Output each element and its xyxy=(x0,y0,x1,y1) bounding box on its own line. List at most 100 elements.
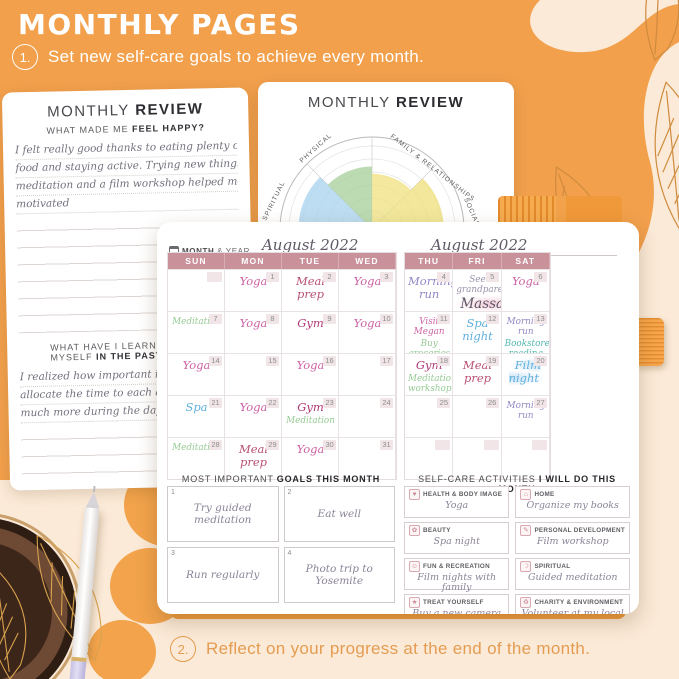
calendar-entry: Buy groceries xyxy=(408,339,450,353)
calendar-cell: 28 Meditation xyxy=(168,437,225,479)
calendar-cell xyxy=(501,437,550,479)
calendar-cell: 4 Morning run xyxy=(405,269,454,311)
goal-box: 3 Run regularly xyxy=(167,547,279,603)
calendar-cell xyxy=(168,269,225,311)
date-number: 12 xyxy=(485,314,499,324)
wheel-axis-label: SPIRITUAL xyxy=(262,180,287,222)
calendar-cell: 2 Meal prep xyxy=(282,269,339,311)
step-2-number: 2. xyxy=(170,636,196,662)
date-number xyxy=(207,272,222,282)
calendar-cell: 7 Meditation xyxy=(168,311,225,353)
selfcare-label-row: ♥ HEALTH & BODY IMAGE xyxy=(409,489,504,500)
date-number: 24 xyxy=(380,398,393,408)
calendar-entry: Meditation xyxy=(172,443,221,453)
calendar-cell: 6 Yoga xyxy=(501,269,550,311)
calendar-cell: 3 Yoga xyxy=(339,269,396,311)
calendar-spread: MONTH & YEAR August 2022 August 2022 SUN… xyxy=(157,222,639,614)
goal-number: 2 xyxy=(287,489,292,496)
review-title: MONTHLY REVIEW xyxy=(307,94,465,111)
date-number: 15 xyxy=(266,356,279,366)
calendar-grid-left: SUN MON TUE WED 1 Yoga 2 Meal prep 3 Yoga 7 Meditat… xyxy=(167,252,397,480)
date-number: 13 xyxy=(533,314,547,324)
date-number: 10 xyxy=(380,314,393,324)
calendar-entry: Gym xyxy=(297,400,324,414)
calendar-cell: 10 Yoga xyxy=(339,311,396,353)
selfcare-value: Guided meditation xyxy=(527,572,618,583)
calendar-cell xyxy=(405,437,454,479)
selfcare-label: PERSONAL DEVELOPMENT xyxy=(534,527,625,534)
calendar-entry: Meditation xyxy=(286,416,335,427)
calendar-cell: 27 Morning run xyxy=(501,395,550,437)
selfcare-value: Buy a new camera lens xyxy=(412,608,502,614)
day-header: THU xyxy=(405,253,454,269)
selfcare-value: Film workshop xyxy=(536,536,609,547)
selfcare-label: BEAUTY xyxy=(423,527,451,534)
date-number: 2 xyxy=(323,272,336,282)
calendar-cell: 24 xyxy=(339,395,396,437)
calendar-cell: 8 Yoga xyxy=(225,311,282,353)
date-number: 5 xyxy=(485,272,499,282)
calendar-entry: Gym xyxy=(415,358,443,372)
calendar-cell: 19 Meal prep xyxy=(453,353,502,395)
selfcare-label-row: ✎ PERSONAL DEVELOPMENT xyxy=(520,525,625,536)
calendar-entry: Yoga xyxy=(239,316,268,330)
calendar-cell xyxy=(453,437,502,479)
date-number: 30 xyxy=(323,440,336,450)
calendar-entry: Spa xyxy=(185,400,208,414)
day-header: FRI xyxy=(453,253,502,269)
flower-icon: ✿ xyxy=(409,525,420,536)
date-number: 20 xyxy=(533,356,547,366)
date-number xyxy=(483,440,499,450)
goals-heading: MOST IMPORTANT GOALS THIS MONTH xyxy=(181,474,381,484)
date-number: 14 xyxy=(209,356,222,366)
calendar-cell: 17 xyxy=(339,353,396,395)
selfcare-value: Spa night xyxy=(433,536,480,547)
calendar-entry: Yoga xyxy=(353,274,382,288)
selfcare-label-row: ☽ SPIRITUAL xyxy=(520,561,625,572)
highlight: Massage xyxy=(456,296,501,311)
date-number: 29 xyxy=(266,440,279,450)
date-number: 28 xyxy=(209,440,222,450)
date-number: 17 xyxy=(380,356,393,366)
date-number: 6 xyxy=(533,272,547,282)
calendar-cell: 20 Film night xyxy=(501,353,550,395)
calendar-cell: 30 Yoga xyxy=(282,437,339,479)
goal-text: Eat well xyxy=(317,508,361,520)
goal-text: Run regularly xyxy=(186,569,260,581)
calendar-entry: Yoga xyxy=(296,442,325,456)
calendar-cell: 31 xyxy=(339,437,396,479)
day-header: SAT xyxy=(501,253,550,269)
pen-grip xyxy=(67,660,87,679)
date-number: 1 xyxy=(266,272,279,282)
pen-tip xyxy=(85,491,101,509)
selfcare-box: ☺ FUN & RECREATION Film nights with family xyxy=(404,558,510,592)
calendar-cell: 14 Yoga xyxy=(168,353,225,395)
calendar-entry: Meal prep xyxy=(295,274,326,302)
date-number: 8 xyxy=(266,314,279,324)
heart-icon: ♥ xyxy=(409,489,420,500)
selfcare-box: ☽ SPIRITUAL Guided meditation xyxy=(515,558,630,590)
selfcare-label: HEALTH & BODY IMAGE xyxy=(423,491,503,498)
selfcare-label: FUN & RECREATION xyxy=(423,563,490,570)
calendar-entry: Meditation xyxy=(172,317,221,327)
calendar-cell: 22 Yoga xyxy=(225,395,282,437)
selfcare-label-row: ♻ CHARITY & ENVIRONMENT xyxy=(520,597,625,608)
goal-number: 3 xyxy=(171,550,175,557)
review-title: MONTHLY REVIEW xyxy=(46,100,204,121)
calendar-cell: 23 Gym Meditation xyxy=(282,395,339,437)
day-header: TUE xyxy=(282,253,339,269)
review-question-1: WHAT MADE ME FEEL HAPPY? xyxy=(46,122,206,136)
calendar-cell: 25 xyxy=(405,395,454,437)
date-number: 27 xyxy=(533,398,547,408)
selfcare-box: ⌂ HOME Organize my books xyxy=(515,486,630,518)
selfcare-label-row: ✿ BEAUTY xyxy=(409,525,504,536)
date-number: 11 xyxy=(437,314,451,324)
date-number: 18 xyxy=(437,356,451,366)
date-number: 4 xyxy=(437,272,451,282)
selfcare-label: CHARITY & ENVIRONMENT xyxy=(534,599,624,606)
home-icon: ⌂ xyxy=(520,489,532,500)
goal-number: 4 xyxy=(287,550,292,557)
calendar-entry: Meal prep xyxy=(238,442,269,470)
calendar-cell: 29 Meal prep xyxy=(225,437,282,479)
